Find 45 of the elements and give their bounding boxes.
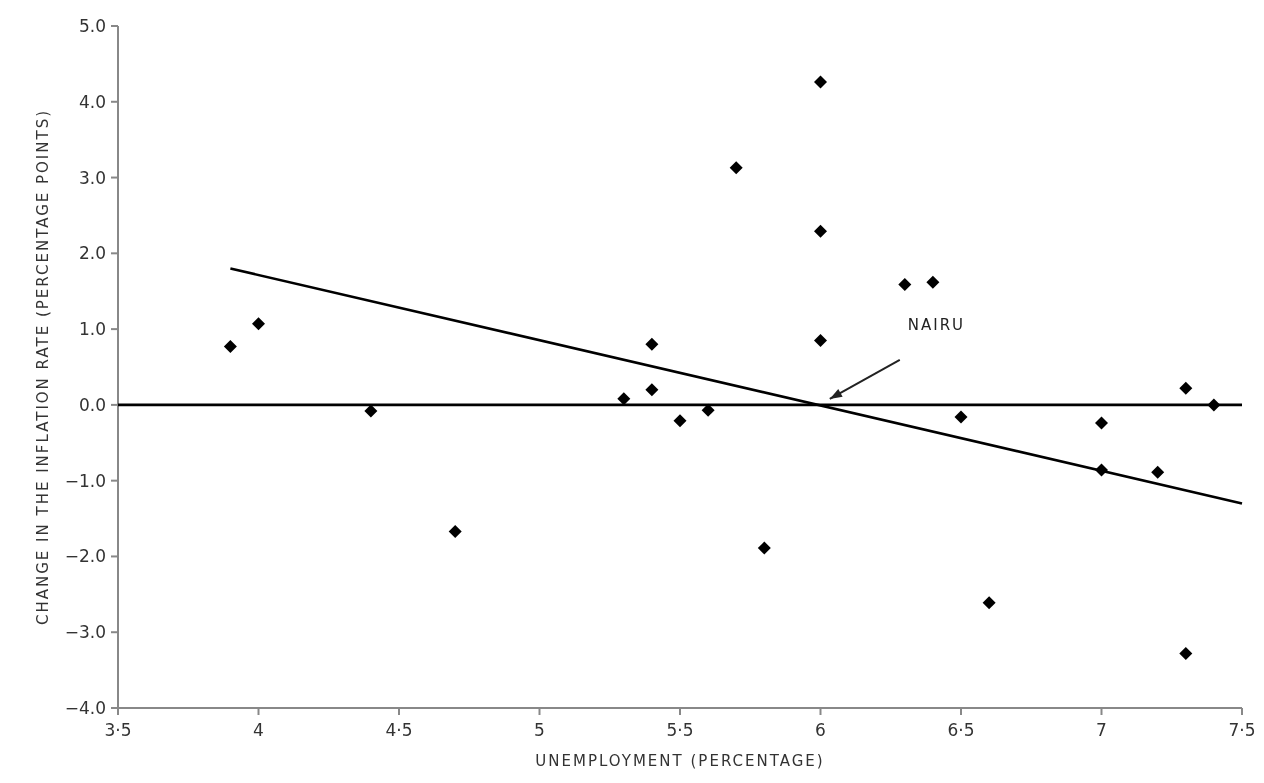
y-tick-label: 1.0 [78,319,106,340]
point [448,524,462,538]
y-tick-label: −2.0 [64,546,106,567]
y-tick-label: −4.0 [64,697,106,718]
y-tick-label: 4.0 [78,91,106,112]
point [645,383,659,397]
point [701,403,715,417]
y-tick-label: 2.0 [78,243,106,264]
y-tick-label: 3.0 [78,167,106,188]
point [814,224,827,238]
point [645,337,659,351]
x-tick-label: 4 [253,720,264,740]
x-tick-label: 7 [1096,720,1107,740]
y-axis-title: CHANGE IN THE INFLATION RATE (PERCENTAGE POINTS) [34,108,52,626]
point [926,275,940,289]
point [814,333,827,347]
x-tick-label: 7·5 [1228,720,1256,740]
point [814,75,827,89]
x-tick-label: 3·5 [104,720,132,740]
point [954,410,968,424]
point [757,541,771,555]
point [1179,381,1193,395]
point [617,392,631,406]
point [1179,646,1193,660]
x-tick-label: 4·5 [385,720,413,740]
x-tick-label: 5·5 [666,720,694,740]
x-tick-label: 6 [815,720,826,740]
annotation: NAIRU [907,315,966,334]
x-axis-title: UNEMPLOYMENT (PERCENTAGE) [535,752,825,770]
x-tick-label: 6·5 [947,720,975,740]
point [364,404,378,418]
point [1207,398,1221,412]
point [898,277,912,291]
point [223,340,237,354]
point [673,414,687,428]
y-tick-label: −1.0 [64,470,106,491]
point [1151,465,1165,479]
point [252,317,265,331]
point [729,161,743,175]
y-tick-label: −3.0 [64,622,106,643]
point [1095,416,1108,430]
point [982,596,996,610]
x-tick-label: 5 [534,720,545,740]
y-tick-label: 5.0 [78,15,106,36]
y-tick-label: 0.0 [78,394,106,415]
